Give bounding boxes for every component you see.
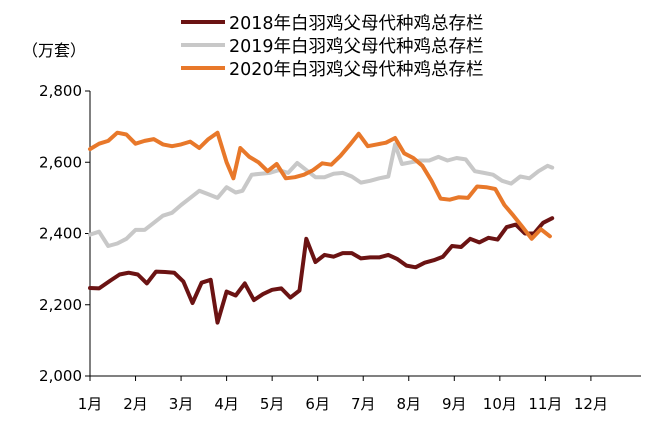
legend-label-3: 2020年白羽鸡父母代种鸡总存栏 bbox=[229, 60, 484, 80]
x-tick-label: 11月 bbox=[528, 395, 562, 413]
x-tick-label: 6月 bbox=[305, 395, 330, 413]
legend: 2018年白羽鸡父母代种鸡总存栏 2019年白羽鸡父母代种鸡总存栏 2020年白羽鸡… bbox=[181, 14, 484, 80]
y-tick-label: 2,400 bbox=[39, 225, 82, 243]
x-tick-label: 1月 bbox=[78, 395, 103, 413]
x-tick-label: 3月 bbox=[169, 395, 194, 413]
legend-label-2: 2019年白羽鸡父母代种鸡总存栏 bbox=[229, 37, 484, 57]
x-tick-label: 9月 bbox=[442, 395, 467, 413]
x-tick-label: 7月 bbox=[351, 395, 376, 413]
axes: 2,000 2,200 2,400 2,600 2,800 1月 2月 3月 4月 5月 6月 7月 8… bbox=[39, 82, 641, 413]
legend-label-1: 2018年白羽鸡父母代种鸡总存栏 bbox=[229, 14, 484, 34]
y-axis-label: （万套） bbox=[22, 41, 86, 60]
series-lines bbox=[88, 130, 555, 325]
series-line-2 bbox=[88, 142, 555, 248]
y-tick-label: 2,800 bbox=[39, 82, 82, 100]
y-tick-label: 2,000 bbox=[39, 367, 82, 385]
y-tick-label: 2,600 bbox=[39, 153, 82, 171]
y-tick-label: 2,200 bbox=[39, 296, 82, 314]
x-tick-label: 5月 bbox=[260, 395, 285, 413]
series-line-1 bbox=[88, 216, 555, 325]
x-tick-label: 10月 bbox=[483, 395, 517, 413]
x-tick-label: 2月 bbox=[123, 395, 148, 413]
x-tick-label: 12月 bbox=[574, 395, 608, 413]
x-tick-label: 8月 bbox=[396, 395, 421, 413]
x-tick-label: 4月 bbox=[214, 395, 239, 413]
series-line-3 bbox=[88, 130, 552, 241]
